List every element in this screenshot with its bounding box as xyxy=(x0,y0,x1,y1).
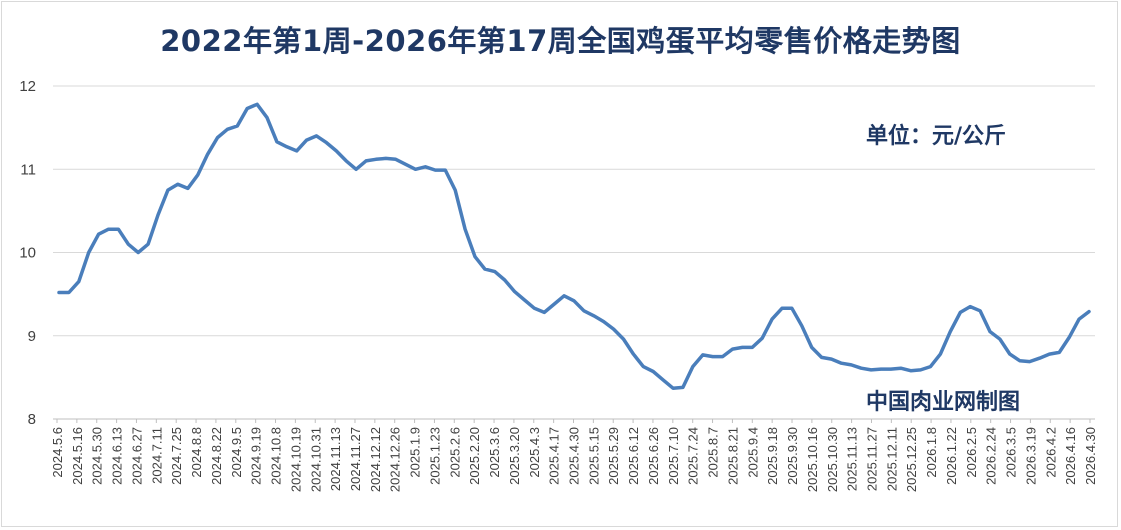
x-tick-label: 2025.9.30 xyxy=(785,427,800,485)
x-tick-label: 2024.5.30 xyxy=(90,427,105,485)
x-tick-label: 2024.5.16 xyxy=(70,427,85,485)
x-tick-label: 2025.1.23 xyxy=(427,427,442,485)
x-tick-label: 2025.4.3 xyxy=(527,427,542,478)
x-tick-label: 2025.12.11 xyxy=(884,427,899,491)
x-tick-label: 2024.5.6 xyxy=(50,427,65,478)
x-tick-label: 2025.2.6 xyxy=(447,427,462,478)
x-tick-label: 2025.10.16 xyxy=(805,427,820,492)
x-tick-label: 2025.3.20 xyxy=(507,427,522,485)
x-tick-label: 2024.12.26 xyxy=(388,427,403,492)
y-tick-label: 11 xyxy=(20,161,36,178)
x-tick-label: 2025.7.24 xyxy=(686,427,701,485)
y-tick-label: 9 xyxy=(28,328,36,345)
x-tick-label: 2024.6.13 xyxy=(110,427,125,485)
x-tick-label: 2025.4.17 xyxy=(547,427,562,485)
x-tick-label: 2025.12.25 xyxy=(904,427,919,492)
y-tick-label: 12 xyxy=(19,78,36,95)
x-tick-label: 2024.8.8 xyxy=(189,427,204,478)
x-tick-label: 2026.3.19 xyxy=(1023,427,1038,485)
x-tick-label: 2025.5.15 xyxy=(586,427,601,485)
x-tick-label: 2025.2.20 xyxy=(467,427,482,485)
x-tick-label: 2024.9.5 xyxy=(229,427,244,478)
x-tick-label: 2025.11.27 xyxy=(864,427,879,491)
x-tick-label: 2024.7.11 xyxy=(149,427,164,484)
x-tick-label: 2025.10.30 xyxy=(825,427,840,492)
x-tick-label: 2025.8.7 xyxy=(706,427,721,478)
y-tick-label: 10 xyxy=(19,245,36,262)
x-tick-label: 2024.8.22 xyxy=(209,427,224,485)
x-tick-label: 2024.10.19 xyxy=(288,427,303,492)
x-tick-label: 2026.1.8 xyxy=(924,427,939,478)
y-tick-label: 8 xyxy=(28,411,36,428)
x-tick-label: 2024.10.8 xyxy=(269,427,284,485)
chart-title: 2022年第1周-2026年第17周全国鸡蛋平均零售价格走势图 xyxy=(160,24,961,58)
x-tick-label: 2025.9.4 xyxy=(745,427,760,478)
y-axis-ticks: 8 9 10 11 12 xyxy=(19,78,36,428)
unit-label: 单位：元/公斤 xyxy=(866,124,1007,149)
x-tick-label: 2026.4.16 xyxy=(1063,427,1078,485)
x-tick-label: 2026.3.5 xyxy=(1004,427,1019,478)
series xyxy=(57,102,1091,390)
x-axis-ticks: 2024.5.6 2024.5.16 2024.5.30 2024.6.13 2024.… xyxy=(50,419,1098,492)
source-label: 中国肉业网制图 xyxy=(866,390,1021,415)
x-tick-label: 2024.7.25 xyxy=(169,427,184,485)
x-tick-label: 2024.11.13 xyxy=(328,427,343,491)
x-tick-label: 2025.6.26 xyxy=(646,427,661,485)
x-tick-label: 2024.10.31 xyxy=(308,427,323,492)
x-tick-label: 2025.9.18 xyxy=(765,427,780,485)
x-tick-label: 2024.12.12 xyxy=(368,427,383,492)
x-tick-label: 2025.8.21 xyxy=(725,427,740,485)
x-tick-label: 2026.4.2 xyxy=(1043,427,1058,478)
x-tick-label: 2026.4.30 xyxy=(1083,427,1098,485)
x-tick-label: 2025.7.10 xyxy=(666,427,681,485)
x-tick-label: 2025.5.29 xyxy=(606,427,621,485)
x-tick-label: 2025.11.13 xyxy=(845,427,860,491)
x-tick-label: 2025.4.30 xyxy=(567,427,582,485)
price-series-line xyxy=(57,102,1091,390)
x-tick-label: 2024.9.19 xyxy=(249,427,264,485)
x-tick-label: 2025.1.9 xyxy=(408,427,423,478)
x-tick-label: 2026.2.5 xyxy=(964,427,979,478)
x-tick-label: 2025.3.6 xyxy=(487,427,502,478)
x-tick-label: 2024.11.27 xyxy=(348,427,363,491)
x-tick-label: 2026.1.22 xyxy=(944,427,959,485)
x-tick-label: 2024.6.27 xyxy=(129,427,144,485)
x-tick-label: 2026.2.24 xyxy=(984,427,999,485)
x-tick-label: 2025.6.12 xyxy=(626,427,641,485)
gridlines xyxy=(53,85,1095,420)
